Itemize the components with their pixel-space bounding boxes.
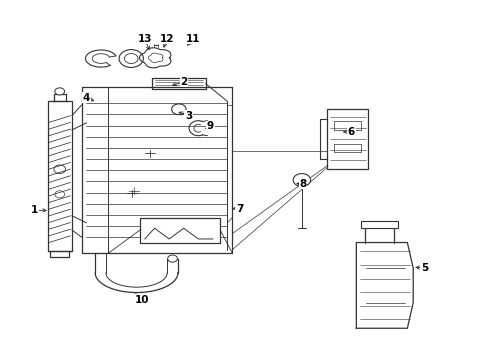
- Text: 7: 7: [236, 203, 243, 213]
- Text: 10: 10: [135, 295, 149, 305]
- Text: 5: 5: [420, 262, 427, 273]
- Bar: [361, 221, 397, 228]
- Text: 8: 8: [299, 179, 306, 189]
- Text: 11: 11: [186, 34, 200, 44]
- Polygon shape: [356, 243, 412, 328]
- Polygon shape: [326, 109, 368, 169]
- Circle shape: [55, 88, 64, 95]
- Text: 4: 4: [82, 93, 90, 103]
- Circle shape: [167, 255, 177, 262]
- Text: 13: 13: [137, 34, 152, 44]
- Text: 9: 9: [206, 121, 214, 131]
- Circle shape: [171, 104, 186, 114]
- Text: 12: 12: [159, 34, 174, 44]
- Text: 3: 3: [184, 111, 192, 121]
- Polygon shape: [140, 217, 220, 243]
- Text: 6: 6: [347, 127, 354, 137]
- Text: 1: 1: [31, 205, 38, 215]
- Text: 2: 2: [180, 77, 187, 87]
- Circle shape: [292, 174, 310, 186]
